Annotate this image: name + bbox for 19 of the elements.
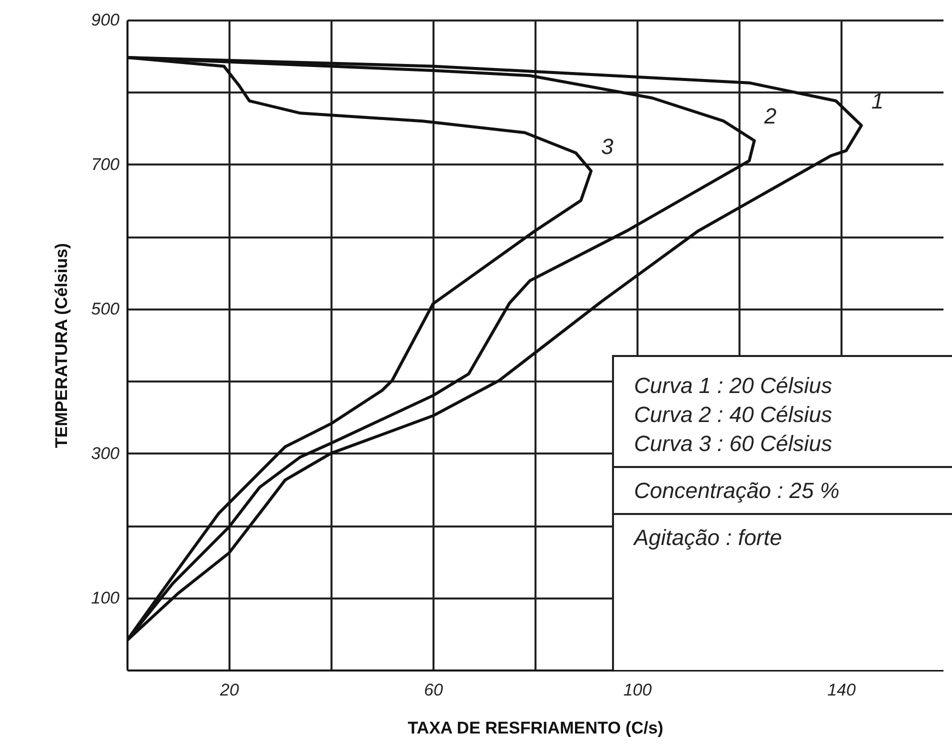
x-tick-label: 100 — [623, 680, 652, 700]
x-tick-label: 60 — [424, 680, 444, 700]
series-label: 2 — [763, 104, 777, 129]
x-axis-title: TAXA DE RESFRIAMENTO (C/s) — [408, 718, 664, 738]
y-tick-label: 700 — [91, 154, 120, 174]
y-axis-title: TEMPERATURA (Célsius) — [52, 243, 72, 448]
annotation: Concentração : 25 % — [634, 477, 840, 505]
annotation: Curva 3 : 60 Célsius — [634, 430, 834, 458]
annotation: Curva 1 : 20 Célsius — [634, 372, 834, 400]
series-label: 1 — [871, 88, 884, 114]
y-tick-label: 100 — [91, 588, 120, 608]
x-tick-label: 20 — [219, 680, 240, 700]
annotation: Curva 2 : 40 Célsius — [634, 401, 834, 429]
y-tick-label: 900 — [91, 10, 120, 30]
annotation: Agitação : forte — [634, 524, 783, 552]
x-tick-label: 140 — [827, 680, 856, 700]
y-tick-label: 300 — [91, 444, 120, 463]
series-label: 3 — [601, 134, 614, 159]
y-tick-label: 500 — [91, 299, 120, 318]
